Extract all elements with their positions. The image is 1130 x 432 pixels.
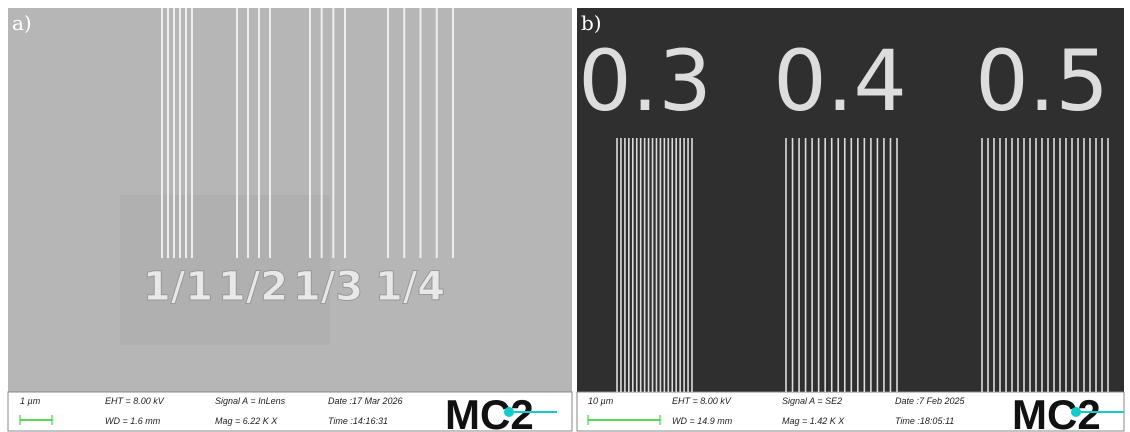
info-wd: WD = 1.6 mm [105, 416, 161, 426]
info-date: Date :17 Mar 2026 [328, 396, 403, 406]
info-eht: EHT = 8.00 kV [105, 396, 165, 406]
structure-label: 1/4 [375, 264, 445, 310]
structure-label: 1/3 [293, 264, 363, 310]
info-eht: EHT = 8.00 kV [672, 396, 732, 406]
figure: a) b) 1/11/21/31/40.30.40.51 µmEHT = 8.0… [0, 0, 1130, 432]
info-mag: Mag = 6.22 K X [215, 416, 278, 426]
scale-label: 1 µm [20, 396, 41, 406]
period-label: 0.3 [578, 32, 712, 130]
info-wd: WD = 14.9 mm [672, 416, 733, 426]
panel-label: a) [12, 11, 32, 35]
info-mag: Mag = 1.42 K X [782, 416, 845, 426]
logo-dot [504, 407, 514, 417]
structure-label: 1/1 [143, 264, 213, 310]
period-label: 0.5 [975, 32, 1109, 130]
period-label: 0.4 [773, 32, 907, 130]
info-signal: Signal A = InLens [215, 396, 286, 406]
scale-label: 10 µm [588, 396, 614, 406]
info-time: Time :18:05:11 [895, 416, 954, 426]
info-signal: Signal A = SE2 [782, 396, 842, 406]
info-time: Time :14:16:31 [328, 416, 388, 426]
info-date: Date :7 Feb 2025 [895, 396, 966, 406]
structure-label: 1/2 [218, 264, 288, 310]
logo-dot [1071, 407, 1081, 417]
